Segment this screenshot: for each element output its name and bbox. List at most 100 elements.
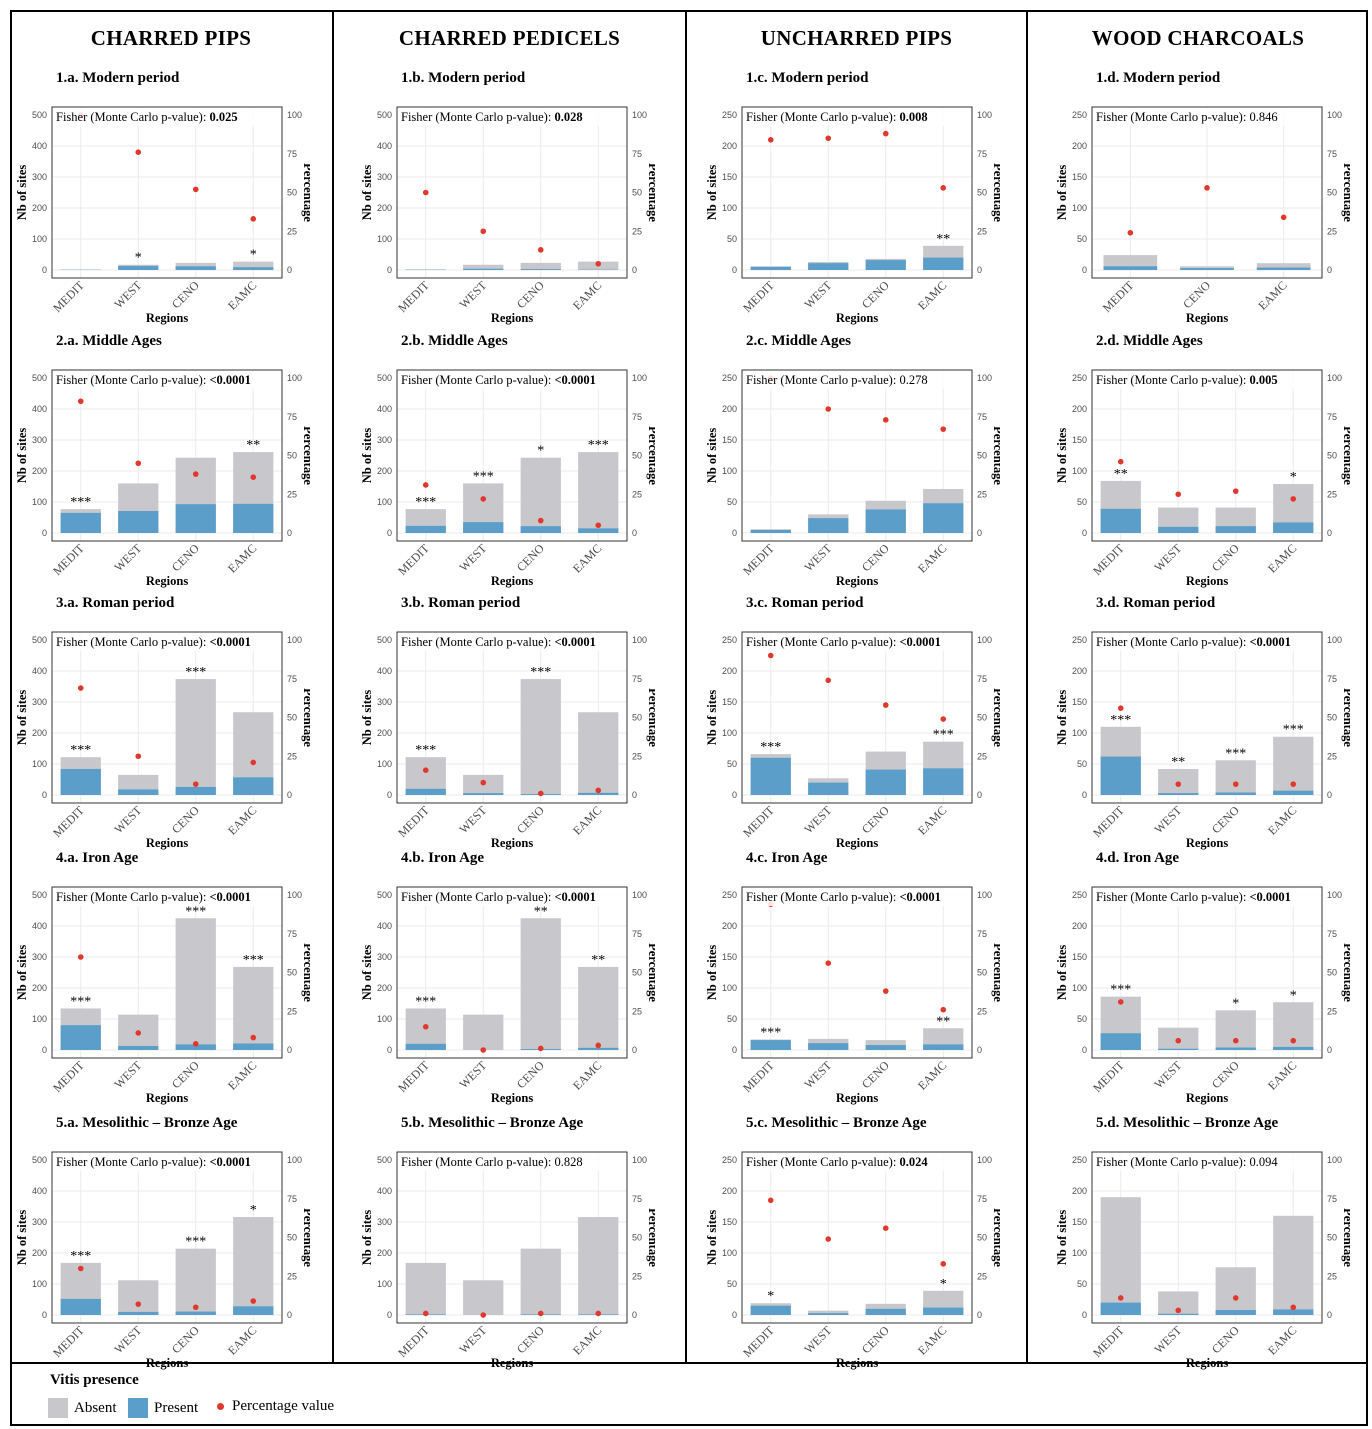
y-tick-label: 300 bbox=[377, 697, 392, 707]
x-axis-label: Regions bbox=[836, 311, 879, 325]
y2-tick-label: 0 bbox=[287, 528, 292, 538]
significance-label: ** bbox=[936, 232, 950, 247]
y-tick-label: 300 bbox=[377, 1217, 392, 1227]
x-tick-label: WEST bbox=[1151, 1058, 1184, 1091]
y-tick-label: 50 bbox=[1077, 1279, 1087, 1289]
y-tick-label: 100 bbox=[32, 1014, 47, 1024]
y2-tick-label: 0 bbox=[1327, 1310, 1332, 1320]
bar-present bbox=[233, 267, 274, 270]
y2-tick-label: 0 bbox=[1327, 790, 1332, 800]
panel-title: 1.b. Modern period bbox=[401, 70, 526, 86]
percentage-point bbox=[1117, 999, 1124, 1005]
y-axis-label: Nb of sites bbox=[705, 1210, 719, 1266]
x-tick-label: CENO bbox=[859, 1323, 892, 1356]
y-tick-label: 0 bbox=[387, 528, 392, 538]
significance-label: ** bbox=[591, 953, 605, 968]
y2-tick-label: 100 bbox=[977, 635, 992, 645]
y-tick-label: 200 bbox=[1072, 1186, 1087, 1196]
percentage-point bbox=[1175, 1307, 1182, 1314]
chart-panel-3b: 0 100 200 300 400 500 0 25 50 75 100 *** MEDIT WEST **… bbox=[360, 631, 655, 850]
bar-absent bbox=[118, 1280, 159, 1315]
y-axis-label: Nb of sites bbox=[705, 165, 719, 221]
y2-tick-label: 25 bbox=[1327, 1271, 1337, 1281]
x-tick-label: EAMC bbox=[570, 541, 604, 575]
bar-present bbox=[750, 529, 791, 533]
y2-tick-label: 75 bbox=[287, 929, 297, 939]
significance-label: *** bbox=[1110, 713, 1131, 728]
x-tick-label: CENO bbox=[859, 1058, 892, 1091]
percentage-point bbox=[1280, 214, 1287, 221]
x-axis-label: Regions bbox=[491, 1091, 534, 1105]
significance-label: *** bbox=[415, 994, 436, 1009]
x-tick-label: EAMC bbox=[1265, 1323, 1299, 1357]
significance-label: ** bbox=[1171, 755, 1185, 770]
y2-tick-label: 25 bbox=[632, 751, 642, 761]
percentage-point bbox=[422, 1310, 429, 1317]
bar-present bbox=[1273, 1309, 1314, 1315]
percentage-dot-icon bbox=[217, 1403, 224, 1410]
bar-absent bbox=[405, 1262, 446, 1315]
percentage-point bbox=[1175, 491, 1182, 498]
y2-axis-label: Percentage bbox=[646, 943, 655, 1002]
percentage-point bbox=[595, 522, 602, 529]
bar-present bbox=[1158, 1048, 1199, 1050]
x-tick-label: WEST bbox=[111, 1058, 144, 1091]
fisher-box bbox=[53, 888, 281, 906]
y2-tick-label: 75 bbox=[977, 149, 987, 159]
bar-present bbox=[405, 525, 446, 533]
bar-present bbox=[865, 769, 906, 795]
column-title-wood-charcoals: WOOD CHARCOALS bbox=[1091, 26, 1305, 50]
percentage-point bbox=[480, 496, 487, 502]
significance-label: ** bbox=[1114, 467, 1128, 482]
y-tick-label: 100 bbox=[1072, 983, 1087, 993]
y-tick-label: 50 bbox=[727, 1279, 737, 1289]
y-tick-label: 200 bbox=[722, 921, 737, 931]
panel-title: 1.c. Modern period bbox=[746, 70, 869, 86]
y-tick-label: 100 bbox=[722, 728, 737, 738]
y-tick-label: 0 bbox=[732, 1045, 737, 1055]
bar-present bbox=[118, 1045, 159, 1050]
x-axis-label: Regions bbox=[836, 574, 879, 588]
x-tick-label: MEDIT bbox=[740, 278, 777, 315]
y-tick-label: 200 bbox=[32, 728, 47, 738]
y2-axis-label: Percentage bbox=[991, 688, 1000, 747]
y2-tick-label: 25 bbox=[287, 489, 297, 499]
fisher-test-label: Fisher (Monte Carlo p-value): 0.278 bbox=[746, 373, 928, 387]
bar-present bbox=[865, 509, 906, 533]
percentage-point bbox=[250, 474, 257, 480]
panel-title: 2.c. Middle Ages bbox=[746, 333, 851, 349]
y-tick-label: 50 bbox=[1077, 1014, 1087, 1024]
x-tick-label: EAMC bbox=[915, 1058, 949, 1092]
percentage-point bbox=[595, 1310, 602, 1317]
fisher-box bbox=[53, 1153, 281, 1171]
y-tick-label: 300 bbox=[32, 172, 47, 182]
bar-present bbox=[923, 768, 964, 795]
y2-tick-label: 75 bbox=[1327, 674, 1337, 684]
plot-border bbox=[1091, 631, 1323, 804]
y-tick-label: 200 bbox=[377, 728, 392, 738]
significance-label: *** bbox=[185, 1235, 206, 1250]
y2-tick-label: 100 bbox=[632, 635, 647, 645]
x-axis-label: Regions bbox=[491, 1356, 534, 1370]
fisher-test-label: Fisher (Monte Carlo p-value): <0.0001 bbox=[56, 890, 251, 904]
x-tick-label: EAMC bbox=[570, 803, 604, 837]
percentage-point bbox=[767, 1197, 774, 1204]
x-tick-label: MEDIT bbox=[1100, 278, 1137, 315]
y-tick-label: 200 bbox=[1072, 666, 1087, 676]
y-axis-label: Nb of sites bbox=[360, 1210, 374, 1266]
y-tick-label: 250 bbox=[1072, 110, 1087, 120]
bar-present bbox=[60, 768, 101, 795]
panel-title: 3.c. Roman period bbox=[746, 595, 864, 611]
fisher-test-label: Fisher (Monte Carlo p-value): <0.0001 bbox=[401, 373, 596, 387]
panel-title: 1.d. Modern period bbox=[1096, 70, 1221, 86]
y-tick-label: 300 bbox=[377, 172, 392, 182]
y2-tick-label: 100 bbox=[632, 1155, 647, 1165]
y2-tick-label: 25 bbox=[977, 1271, 987, 1281]
significance-label: ** bbox=[534, 904, 548, 919]
y2-axis-label: Percentage bbox=[1341, 163, 1350, 222]
y-tick-label: 200 bbox=[722, 141, 737, 151]
y2-tick-label: 100 bbox=[977, 890, 992, 900]
x-tick-label: CENO bbox=[514, 541, 547, 574]
y-axis-label: Nb of sites bbox=[1055, 428, 1069, 484]
percentage-point bbox=[1290, 781, 1297, 787]
